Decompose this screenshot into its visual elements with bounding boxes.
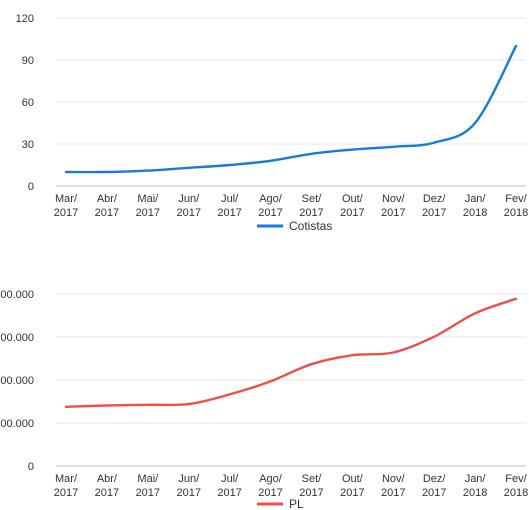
x-tick-label-month: Jan/	[465, 473, 487, 485]
data-point	[64, 404, 69, 409]
data-point	[145, 168, 150, 173]
x-tick-label-year: 2017	[381, 487, 405, 499]
cotistas-chart: 0 30 60 90 120 Mar/2017 Abr/2017 Mai/2017 Jun/20…	[16, 13, 529, 233]
x-tick-label-month: Mar/	[55, 473, 78, 485]
y-tick-label: 00.000	[0, 332, 34, 344]
data-point	[514, 44, 519, 49]
x-tick-label-year: 2017	[258, 207, 282, 219]
y-tick-label: 0	[28, 181, 34, 193]
x-tick-label-year: 2017	[217, 207, 241, 219]
x-tick-label-year: 2017	[54, 207, 78, 219]
x-tick-label-year: 2017	[422, 207, 446, 219]
x-tick-label-year: 2017	[95, 207, 119, 219]
data-point	[227, 163, 232, 168]
x-tick-label-month: Mar/	[55, 193, 78, 205]
data-point	[145, 402, 150, 407]
data-point	[104, 403, 109, 408]
data-point	[104, 170, 109, 175]
x-tick-label-year: 2017	[340, 207, 364, 219]
pl-chart: 0 00.000 00.000 00.000 00.000 Mar/2017 Abr/201…	[0, 289, 528, 510]
x-tick-label-year: 2018	[504, 487, 528, 499]
x-tick-label-month: Fev/	[505, 193, 527, 205]
x-tick-label-year: 2017	[299, 207, 323, 219]
x-tick-label-month: Out/	[342, 473, 364, 485]
y-tick-label: 60	[22, 97, 34, 109]
data-point	[473, 121, 478, 126]
y-tick-label: 00.000	[0, 375, 34, 387]
y-tick-label: 30	[22, 139, 34, 151]
x-tick-label-year: 2017	[176, 487, 200, 499]
data-point	[309, 151, 314, 156]
data-point	[268, 158, 273, 163]
x-tick-label-year: 2017	[95, 487, 119, 499]
data-point	[186, 165, 191, 170]
data-point	[514, 296, 519, 301]
x-tick-label-year: 2017	[340, 487, 364, 499]
x-tick-label-month: Nov/	[382, 193, 406, 205]
x-tick-label-month: Nov/	[382, 473, 406, 485]
x-tick-label-month: Dez/	[423, 193, 447, 205]
data-point	[391, 144, 396, 149]
x-tick-label-month: Ago/	[259, 473, 283, 485]
series-line-pl	[64, 297, 518, 408]
x-tick-label-year: 2017	[258, 487, 282, 499]
y-tick-label: 00.000	[0, 289, 34, 301]
y-tick-label: 120	[16, 13, 34, 25]
data-point	[473, 311, 478, 316]
x-tick-label-month: Mai/	[137, 193, 159, 205]
x-tick-label-month: Set/	[302, 193, 323, 205]
x-tick-label-year: 2018	[463, 207, 487, 219]
data-point	[227, 392, 232, 397]
x-tick-label-month: Dez/	[423, 473, 447, 485]
x-tick-label-year: 2017	[381, 207, 405, 219]
data-point	[186, 402, 191, 407]
legend-label: Cotistas	[289, 219, 332, 233]
x-tick-label-month: Jul/	[221, 193, 239, 205]
x-tick-label-month: Jun/	[178, 473, 200, 485]
x-tick-label-year: 2017	[176, 207, 200, 219]
y-tick-label: 90	[22, 55, 34, 67]
data-point	[268, 379, 273, 384]
x-tick-label-month: Abr/	[97, 193, 118, 205]
series-line-cotistas	[64, 44, 518, 174]
data-point	[391, 350, 396, 355]
data-point	[432, 334, 437, 339]
data-point	[64, 170, 69, 175]
x-tick-label-year: 2017	[136, 207, 160, 219]
y-tick-label: 00.000	[0, 418, 34, 430]
x-tick-label-year: 2017	[54, 487, 78, 499]
x-tick-label-year: 2017	[422, 487, 446, 499]
x-tick-label-month: Mai/	[137, 473, 159, 485]
data-point	[432, 140, 437, 145]
y-tick-label: 0	[28, 461, 34, 473]
x-tick-label-month: Jan/	[465, 193, 487, 205]
x-tick-label-month: Fev/	[505, 473, 527, 485]
x-tick-label-month: Jun/	[178, 193, 200, 205]
x-tick-label-month: Abr/	[97, 473, 118, 485]
x-tick-label-year: 2018	[504, 207, 528, 219]
x-tick-label-month: Jul/	[221, 473, 239, 485]
x-tick-label-month: Out/	[342, 193, 364, 205]
x-tick-label-month: Set/	[302, 473, 323, 485]
x-tick-label-year: 2017	[217, 487, 241, 499]
data-point	[350, 353, 355, 358]
data-point	[350, 147, 355, 152]
x-tick-label-year: 2017	[136, 487, 160, 499]
x-tick-label-month: Ago/	[259, 193, 283, 205]
data-point	[309, 362, 314, 367]
x-tick-label-year: 2018	[463, 487, 487, 499]
x-tick-label-year: 2017	[299, 487, 323, 499]
legend-label: PL	[289, 497, 304, 510]
